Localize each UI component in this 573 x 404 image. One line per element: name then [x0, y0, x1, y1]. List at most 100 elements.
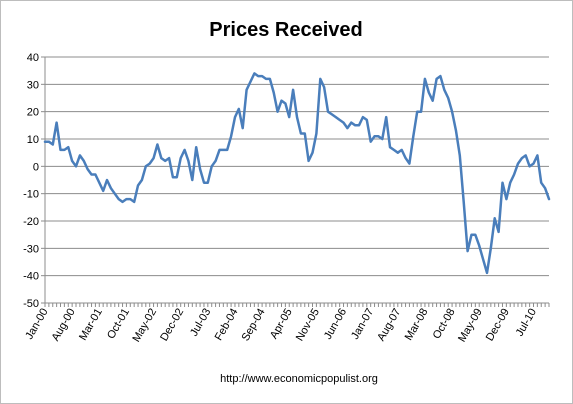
data-point — [195, 146, 197, 148]
data-point — [385, 116, 387, 118]
data-point — [152, 157, 155, 159]
data-point — [71, 160, 73, 162]
data-point — [269, 78, 271, 80]
y-tick-label: 40 — [27, 52, 39, 64]
data-point — [164, 160, 166, 162]
data-point — [265, 78, 267, 80]
data-point — [94, 173, 96, 176]
data-point — [474, 234, 476, 236]
x-tick-label: Mar-01 — [77, 307, 105, 343]
y-tick-label: -20 — [23, 216, 39, 228]
data-point — [521, 157, 523, 159]
data-point — [199, 168, 201, 170]
data-point — [455, 130, 457, 132]
data-point — [304, 132, 306, 135]
data-point — [234, 116, 236, 118]
x-tick-label: Aug-07 — [375, 307, 403, 344]
data-point — [424, 78, 426, 80]
data-point — [114, 193, 116, 195]
data-point — [532, 163, 535, 165]
data-point — [79, 154, 81, 156]
data-point — [106, 179, 108, 181]
data-point — [408, 163, 411, 165]
y-tick-label: -40 — [23, 271, 39, 283]
data-point — [331, 113, 333, 115]
data-point — [75, 165, 77, 167]
data-point — [335, 116, 337, 118]
x-tick-label: Nov-05 — [294, 307, 322, 344]
data-point — [253, 72, 255, 74]
data-point — [129, 198, 131, 200]
data-point — [56, 122, 58, 124]
data-point — [149, 163, 151, 165]
data-point — [362, 116, 364, 118]
data-point — [180, 157, 182, 159]
data-point — [397, 152, 399, 154]
series — [43, 72, 551, 275]
data-point — [354, 124, 356, 126]
data-point — [176, 176, 178, 178]
data-point — [183, 149, 186, 151]
x-tick-label: Apr-05 — [268, 307, 295, 342]
chart-title: Prices Received — [209, 19, 362, 41]
data-point — [87, 168, 89, 170]
data-point — [125, 198, 128, 200]
data-point — [470, 234, 473, 236]
data-point — [366, 119, 368, 121]
data-point — [323, 86, 325, 88]
data-point — [277, 111, 279, 113]
data-point — [207, 182, 209, 184]
data-point — [494, 217, 496, 219]
data-point — [373, 135, 376, 137]
y-tick-label: 20 — [27, 107, 39, 119]
data-point — [133, 201, 135, 203]
series-line — [43, 72, 551, 275]
data-point — [416, 111, 418, 113]
data-point — [48, 141, 50, 143]
data-point — [327, 111, 329, 113]
x-tick-label: Dec-09 — [484, 307, 512, 344]
data-point — [59, 149, 62, 151]
data-point — [110, 187, 112, 189]
data-point — [90, 173, 93, 176]
data-point — [121, 201, 124, 203]
x-tick-label: Sep-04 — [240, 307, 268, 344]
data-point — [401, 149, 403, 151]
data-point — [284, 102, 286, 105]
data-point — [428, 91, 430, 94]
y-tick-label: 10 — [27, 134, 39, 146]
x-tick-label: May-09 — [456, 307, 485, 345]
data-point — [214, 160, 217, 162]
data-point — [447, 97, 449, 99]
y-tick-label: -30 — [23, 243, 39, 255]
data-point — [63, 149, 65, 151]
data-point — [230, 135, 232, 137]
data-point — [404, 157, 407, 159]
data-point — [249, 81, 252, 83]
data-point — [513, 173, 515, 176]
data-point — [191, 179, 193, 181]
data-point — [540, 182, 542, 184]
data-point — [498, 231, 500, 233]
x-tick-label: Oct-01 — [105, 307, 132, 342]
data-point — [98, 182, 100, 184]
data-point — [172, 176, 174, 178]
y-tick-label: 30 — [27, 79, 39, 91]
y-tick-label: -10 — [23, 189, 39, 201]
data-point — [292, 89, 294, 91]
data-point — [168, 157, 170, 159]
data-point — [137, 184, 139, 187]
data-point — [517, 163, 519, 165]
data-point — [160, 157, 162, 159]
data-point — [358, 124, 360, 126]
data-point — [370, 141, 372, 143]
data-point — [311, 152, 314, 154]
data-point — [118, 198, 120, 200]
data-point — [226, 149, 228, 151]
x-tick-label: Jan-00 — [23, 307, 50, 342]
data-point — [339, 119, 341, 121]
data-point — [319, 78, 321, 80]
